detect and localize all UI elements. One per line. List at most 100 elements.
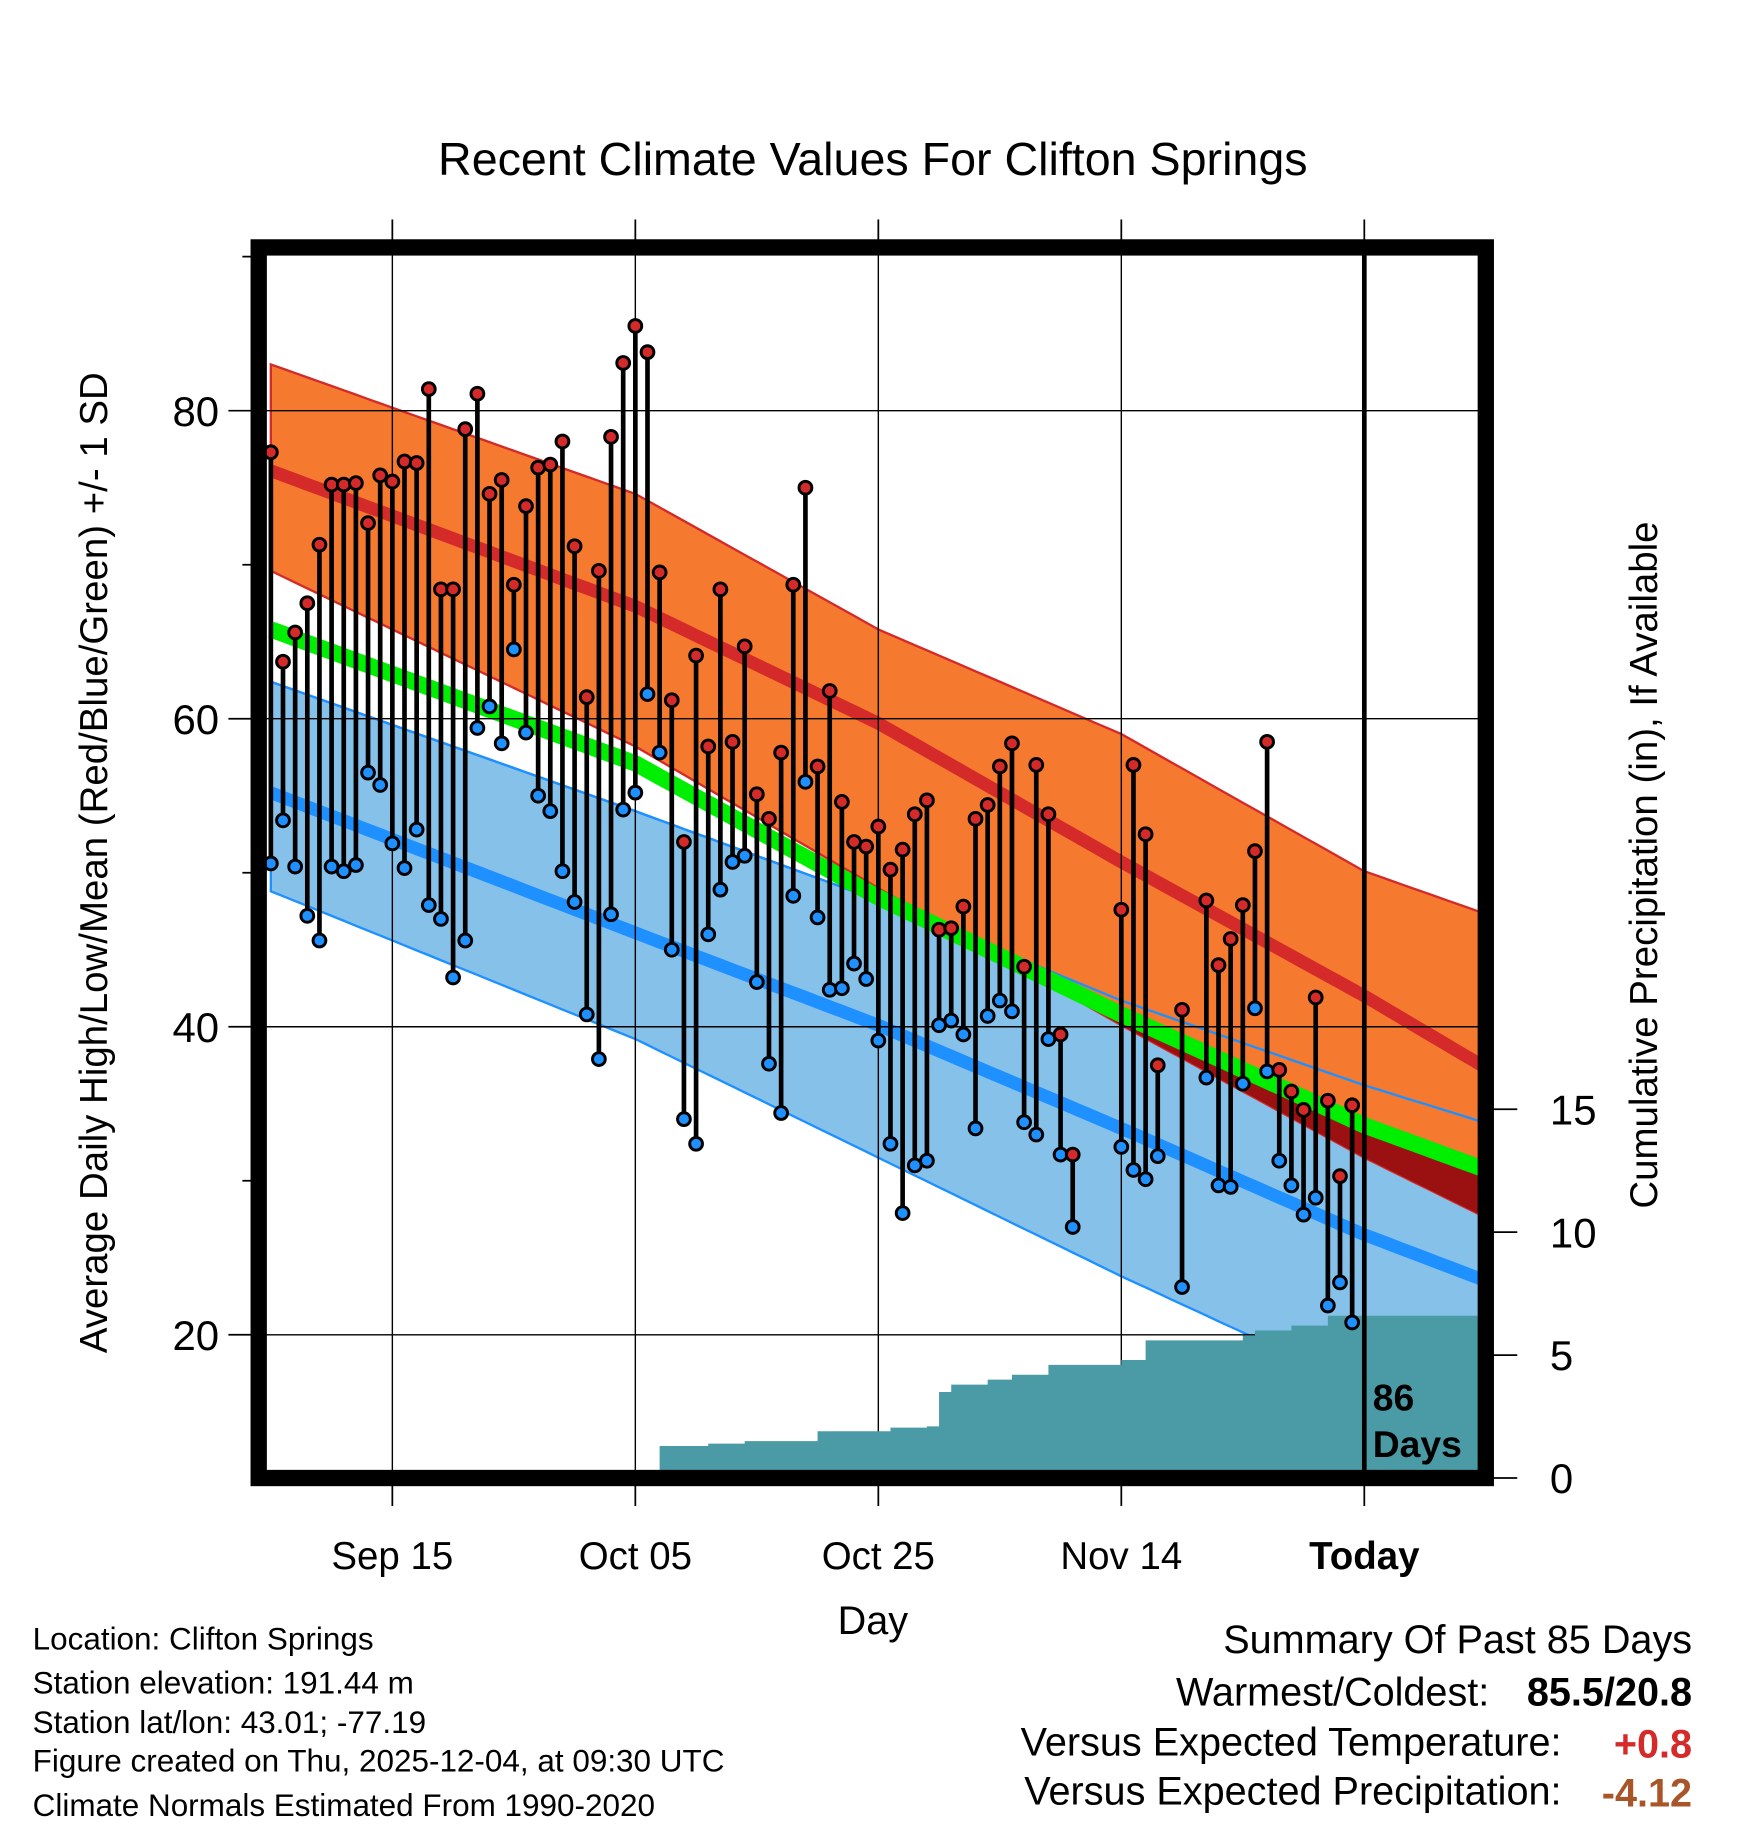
low-point xyxy=(724,854,741,870)
x-tick-label: Today xyxy=(1309,1535,1420,1578)
low-point xyxy=(1332,1274,1348,1291)
high-point xyxy=(1113,901,1130,918)
low-point xyxy=(1137,1171,1154,1188)
summary-title: Summary Of Past 85 Days xyxy=(1223,1618,1692,1662)
low-point xyxy=(1247,1000,1263,1017)
footer-info: Location: Clifton Springs Station elevat… xyxy=(33,1621,725,1823)
plot-frame xyxy=(250,239,1494,1487)
y2-tick-label: 10 xyxy=(1550,1209,1597,1256)
high-point xyxy=(700,738,717,755)
low-point xyxy=(882,1135,899,1152)
low-point xyxy=(1113,1139,1130,1155)
low-point xyxy=(469,720,486,736)
high-point xyxy=(566,538,583,555)
high-point xyxy=(870,818,887,835)
low-point xyxy=(651,744,668,761)
low-point xyxy=(1344,1314,1361,1331)
low-point xyxy=(457,932,474,949)
high-point xyxy=(894,841,911,858)
high-point xyxy=(457,421,474,438)
high-point xyxy=(311,536,328,553)
high-point xyxy=(809,758,826,775)
high-point xyxy=(384,473,401,490)
low-point xyxy=(785,887,802,904)
low-point xyxy=(299,907,316,924)
x-axis-label: Day xyxy=(838,1599,909,1643)
low-point xyxy=(287,858,304,875)
low-point xyxy=(384,835,401,852)
high-point xyxy=(1040,806,1057,823)
y-tick-label: 20 xyxy=(172,1312,219,1359)
y-axis-label: Average Daily High/Low/Mean (Red/Blue/Gr… xyxy=(73,372,116,1353)
low-point xyxy=(1295,1206,1312,1223)
low-point xyxy=(967,1120,984,1137)
normals-text: Climate Normals Estimated From 1990-2020 xyxy=(33,1788,655,1823)
low-point xyxy=(712,881,729,898)
low-point xyxy=(518,724,534,741)
low-point xyxy=(420,897,437,913)
y2-tick-label: 15 xyxy=(1550,1086,1597,1133)
low-point xyxy=(1149,1148,1166,1164)
low-point xyxy=(736,847,753,864)
high-point xyxy=(991,758,1008,775)
high-point xyxy=(505,576,522,593)
high-point xyxy=(773,744,789,761)
low-point xyxy=(894,1205,911,1221)
high-point xyxy=(591,562,607,579)
low-point xyxy=(493,735,510,752)
high-point xyxy=(372,467,389,484)
low-point xyxy=(1222,1179,1239,1195)
high-point xyxy=(834,794,850,810)
high-point xyxy=(821,683,838,699)
high-point xyxy=(1332,1168,1348,1185)
high-point xyxy=(542,456,559,473)
high-point xyxy=(408,455,425,471)
x-tick-label: Nov 14 xyxy=(1060,1535,1182,1578)
precip-area xyxy=(258,1315,1486,1479)
high-point xyxy=(493,472,510,488)
high-point xyxy=(943,920,960,937)
high-point xyxy=(1271,1062,1288,1078)
high-point xyxy=(603,429,619,445)
high-point xyxy=(615,355,632,371)
high-point xyxy=(518,498,534,515)
low-point xyxy=(663,941,680,958)
low-point xyxy=(530,787,547,804)
high-point xyxy=(1149,1057,1166,1074)
today-days-label-2: Days xyxy=(1373,1423,1462,1465)
low-point xyxy=(1319,1297,1336,1314)
low-point xyxy=(809,909,826,926)
high-point xyxy=(967,810,984,827)
high-point xyxy=(1222,931,1239,947)
high-point xyxy=(1319,1092,1336,1109)
low-point xyxy=(408,821,425,838)
low-point xyxy=(1271,1152,1288,1169)
high-point xyxy=(554,433,571,450)
low-point xyxy=(554,863,571,880)
low-point xyxy=(858,971,875,987)
low-point xyxy=(991,992,1008,1009)
high-point xyxy=(627,318,644,334)
low-point xyxy=(676,1111,692,1128)
y2-tick-label: 0 xyxy=(1550,1455,1573,1502)
low-point xyxy=(396,860,413,876)
low-point xyxy=(335,863,352,880)
high-point xyxy=(1052,1026,1069,1043)
low-point xyxy=(615,801,632,818)
high-point xyxy=(724,733,741,750)
y-tick-label: 60 xyxy=(172,696,219,743)
low-point xyxy=(870,1032,887,1049)
low-point xyxy=(566,894,583,910)
warmest-value: 85.5/20.8 xyxy=(1527,1670,1692,1714)
high-point xyxy=(1016,958,1032,975)
high-point xyxy=(1283,1083,1300,1100)
chart-title: Recent Climate Values For Clifton Spring… xyxy=(438,133,1308,185)
precip-cumulative-area xyxy=(258,1315,1486,1479)
high-point xyxy=(858,838,875,855)
high-point xyxy=(578,689,595,706)
high-point xyxy=(663,692,680,709)
high-point xyxy=(445,581,461,598)
high-point xyxy=(348,475,364,491)
created-text: Figure created on Thu, 2025-12-04, at 09… xyxy=(33,1744,725,1779)
low-point xyxy=(1064,1219,1081,1235)
